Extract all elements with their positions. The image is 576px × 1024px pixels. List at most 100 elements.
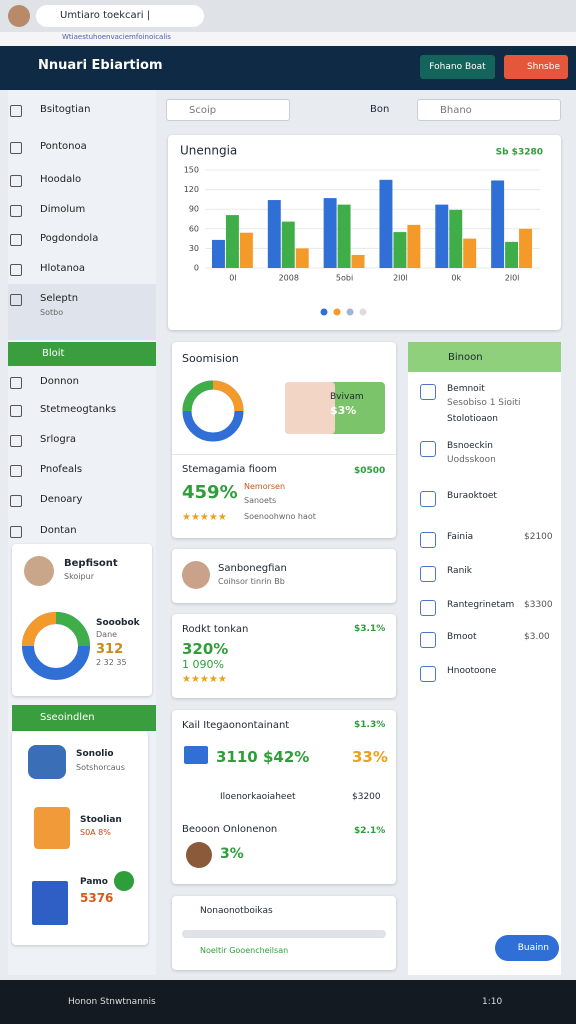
label: Dane <box>96 630 118 639</box>
item-title[interactable]: Ranik <box>447 566 472 576</box>
rating-card: Rodkt tonkan $3.1% 320% 1 090% ★★★★★ <box>172 614 396 698</box>
label: Stemagamia fioom <box>182 464 277 475</box>
icon <box>10 205 22 217</box>
menu-item[interactable]: Hoodalo <box>40 174 82 185</box>
value: $3.1% <box>354 624 386 634</box>
item-title[interactable]: Fainia <box>447 532 474 542</box>
big-value: 3110 $42% <box>216 748 310 766</box>
menu-item[interactable]: Pogdondola <box>40 233 99 244</box>
label: 2 32 35 <box>96 658 127 667</box>
label: Beooon Onlonenon <box>182 824 278 835</box>
icon <box>420 666 436 682</box>
item-title[interactable]: Stolotioaon <box>447 414 499 424</box>
bar <box>323 198 337 268</box>
dropdown[interactable]: Bon <box>370 104 390 115</box>
label: Coihsor tinrin Bb <box>218 577 285 586</box>
item-title: Pamo <box>80 877 108 887</box>
label: Sooobok <box>96 618 140 628</box>
label: Iloenorkaoiaheet <box>220 792 296 802</box>
y-tick-label: 120 <box>184 185 199 194</box>
list-title: Sseoindlen <box>40 712 95 723</box>
big-value: 33% <box>352 748 388 766</box>
name: Bvivam <box>330 392 364 402</box>
item-value: $3300 <box>524 600 553 610</box>
label: Sanoets <box>244 496 277 505</box>
item-title: Sonolio <box>76 749 114 759</box>
item-title[interactable]: Hnootoone <box>447 666 497 676</box>
icon <box>420 384 436 400</box>
search[interactable]: Scoip <box>166 99 290 121</box>
menu-item[interactable]: Dimolum <box>40 204 86 215</box>
avatar <box>8 5 30 27</box>
bar <box>239 232 253 268</box>
bar <box>281 221 295 268</box>
menu-item[interactable]: Hlotanoa <box>40 263 86 274</box>
value: $2.1% <box>354 826 386 836</box>
item-title[interactable]: Bsnoeckin <box>447 441 493 451</box>
x-tick-label: 0k <box>451 274 461 283</box>
icon <box>10 175 22 187</box>
menu-item[interactable]: Denoary <box>40 494 83 505</box>
menu-item[interactable]: Donnon <box>40 376 79 387</box>
item-value: $3.00 <box>524 632 550 642</box>
icon <box>10 495 22 507</box>
menu-item[interactable]: Bsitogtian <box>40 104 91 115</box>
menu-sub: Sotbo <box>40 308 64 317</box>
icon <box>420 491 436 507</box>
icon <box>420 632 436 648</box>
x-tick-label: 2l0l <box>393 274 408 283</box>
menu-item[interactable]: Stetmeogtanks <box>40 404 117 415</box>
address-bar <box>0 32 576 46</box>
button[interactable]: Shnsbe <box>504 55 568 79</box>
selected-bg <box>8 284 156 340</box>
label: Soenoohwno haot <box>244 512 316 521</box>
icon <box>10 435 22 447</box>
value: $3200 <box>352 792 381 802</box>
menu-item[interactable]: Srlogra <box>40 434 76 445</box>
search[interactable]: Bhano <box>417 99 561 121</box>
item-title[interactable]: Bemnoit <box>447 384 485 394</box>
y-tick-label: 150 <box>184 166 199 175</box>
chart-card: Unenngia Sb $3280 0 30 60 90 120 150 0l 2008 5ob… <box>168 135 561 330</box>
bar <box>435 204 449 268</box>
x-tick-label: 0l <box>229 274 236 283</box>
item-sub: Uodsskoon <box>447 455 496 465</box>
value: $3% <box>330 404 357 417</box>
bar <box>449 209 463 268</box>
item-value: $2100 <box>524 532 553 542</box>
menu-item[interactable]: Seleptn <box>40 293 79 304</box>
y-tick-label: 30 <box>189 244 199 253</box>
label: Noeltir Gooencheilsan <box>200 946 289 955</box>
item-title[interactable]: Bmoot <box>447 632 477 642</box>
tab[interactable]: Umtiaro toekcari | Ocelunthoa <box>36 5 204 43</box>
button[interactable]: Fohano Boat <box>420 55 495 79</box>
bar <box>463 238 477 268</box>
profile-card: Sanbonegfian Coihsor tinrin Bb <box>172 549 396 603</box>
app-title: Nnuari Ebiartiom <box>38 58 163 73</box>
chart: Unenngia Sb $3280 0 30 60 90 120 150 0l 2008 5ob… <box>180 144 543 316</box>
active-item[interactable] <box>8 342 156 366</box>
x-tick-label: 2008 <box>279 274 299 283</box>
fab[interactable]: Buainn <box>495 935 559 961</box>
y-tick-label: 0 <box>194 264 199 273</box>
icon <box>420 532 436 548</box>
taskbar-search[interactable]: Honon Stnwtnannis <box>68 997 156 1007</box>
kpi-card: Kail Itegaonontainant $1.3% 3110 $42% 33… <box>172 710 396 884</box>
menu-item[interactable]: Pnofeals <box>40 464 83 475</box>
menu-item[interactable]: Dontan <box>40 525 77 536</box>
card-title: Nonaonotboikas <box>200 906 273 916</box>
item-title[interactable]: Rantegrinetam <box>447 600 515 610</box>
profile-card: Bepfisont Skoipur Sooobok Dane 312 2 32 … <box>12 544 152 696</box>
menu-item[interactable]: Bloit <box>42 348 65 359</box>
item-sub: 5376 <box>80 891 114 905</box>
list-card: Sonolio Sotshorcaus Stoolian S0A 8% Pamo… <box>12 731 148 945</box>
item-title[interactable]: Buraoktoet <box>447 491 497 501</box>
name: Bepfisont <box>64 558 118 569</box>
progress-card: Nonaonotboikas Noeltir Gooencheilsan <box>172 896 396 970</box>
address[interactable]: Wtiaestuhoenvaciemfoinoicalis <box>62 33 171 41</box>
icon <box>10 465 22 477</box>
icon <box>10 264 22 276</box>
menu-item[interactable]: Pontonoa <box>40 141 87 152</box>
item-sub: S0A 8% <box>80 828 111 837</box>
